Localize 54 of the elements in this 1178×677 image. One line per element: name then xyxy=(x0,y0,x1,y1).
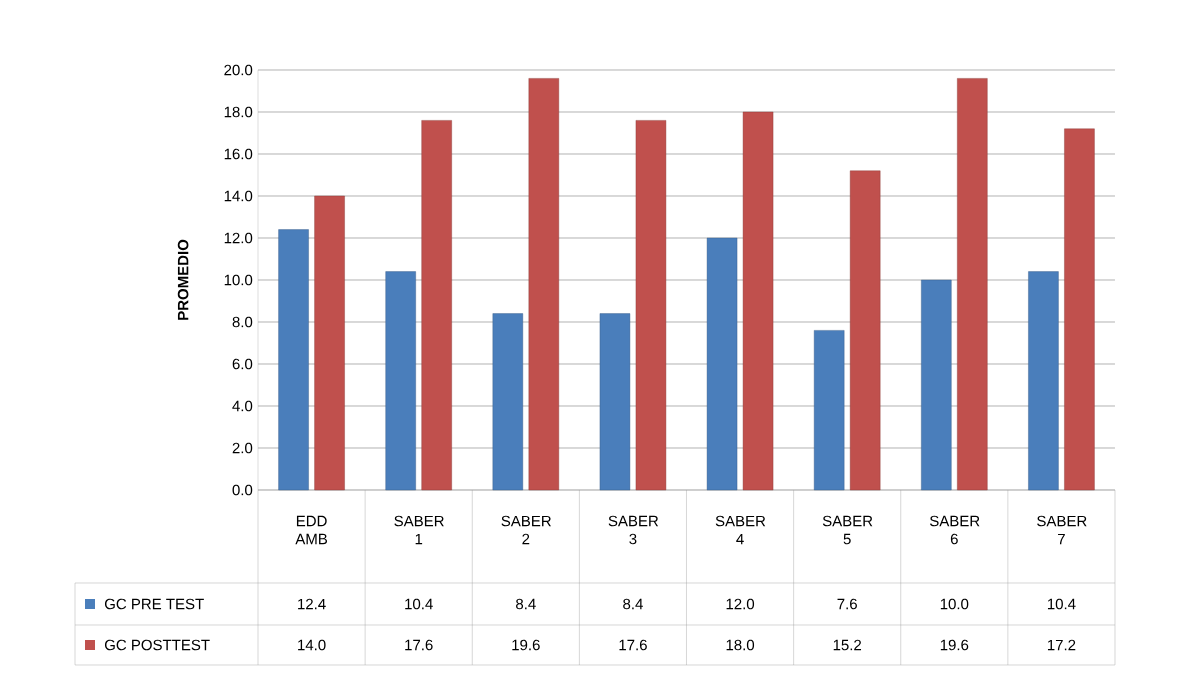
data-label: 8.4 xyxy=(623,598,643,610)
y-tick-label: 8.0 xyxy=(232,316,253,328)
y-tick-label: 12.0 xyxy=(224,232,253,244)
y-tick-label: 18.0 xyxy=(224,106,253,118)
data-label: 17.6 xyxy=(619,639,647,651)
bar xyxy=(706,237,738,491)
bar xyxy=(314,195,345,491)
y-tick-label: 10.0 xyxy=(224,274,253,286)
data-label: 19.6 xyxy=(512,639,540,651)
data-label: 10.4 xyxy=(1047,598,1076,610)
data-label: 12.4 xyxy=(298,598,326,610)
data-label: 10.4 xyxy=(405,598,433,610)
y-tick-label: 20.0 xyxy=(224,64,253,76)
x-tick-label: SABER 6 xyxy=(929,515,980,545)
bar xyxy=(528,78,560,491)
data-label: 14.0 xyxy=(298,639,326,651)
bar xyxy=(921,279,952,491)
bar xyxy=(813,330,845,491)
bar xyxy=(492,313,524,491)
data-label: 17.2 xyxy=(1047,639,1076,651)
x-tick-label: SABER 4 xyxy=(715,515,766,545)
bar xyxy=(635,120,667,491)
bar xyxy=(849,170,881,491)
x-tick-label: EDD AMB xyxy=(295,515,328,545)
y-tick-label: 14.0 xyxy=(224,190,253,202)
y-tick-label: 2.0 xyxy=(232,442,253,454)
x-tick-label: SABER 2 xyxy=(501,515,551,545)
data-label: 19.6 xyxy=(940,639,969,651)
bar xyxy=(1028,271,1059,491)
data-label: 18.0 xyxy=(726,639,755,651)
x-tick-label: SABER 5 xyxy=(822,515,873,545)
x-tick-label: SABER 7 xyxy=(1037,515,1087,545)
y-tick-label: 16.0 xyxy=(224,148,253,160)
legend-label: GC PRE TEST xyxy=(104,598,204,610)
data-label: 17.6 xyxy=(405,639,433,651)
data-label: 12.0 xyxy=(726,598,755,610)
y-tick-label: 6.0 xyxy=(232,358,253,370)
bar xyxy=(278,229,309,491)
bar xyxy=(742,111,774,491)
bar xyxy=(599,313,631,491)
y-tick-label: 0.0 xyxy=(232,484,253,496)
bar xyxy=(385,271,416,491)
data-label: 7.6 xyxy=(837,598,857,610)
y-axis-title: PROMEDIO xyxy=(177,239,189,320)
bar xyxy=(421,120,452,491)
bar xyxy=(1064,128,1095,491)
legend-label: GC POSTTEST xyxy=(104,639,210,651)
bar xyxy=(957,78,988,491)
x-tick-label: SABER 3 xyxy=(608,515,659,545)
x-tick-label: SABER 1 xyxy=(394,515,444,545)
data-label: 10.0 xyxy=(940,598,969,610)
data-label: 15.2 xyxy=(833,639,862,651)
y-tick-label: 4.0 xyxy=(232,400,253,412)
data-label: 8.4 xyxy=(516,598,536,610)
